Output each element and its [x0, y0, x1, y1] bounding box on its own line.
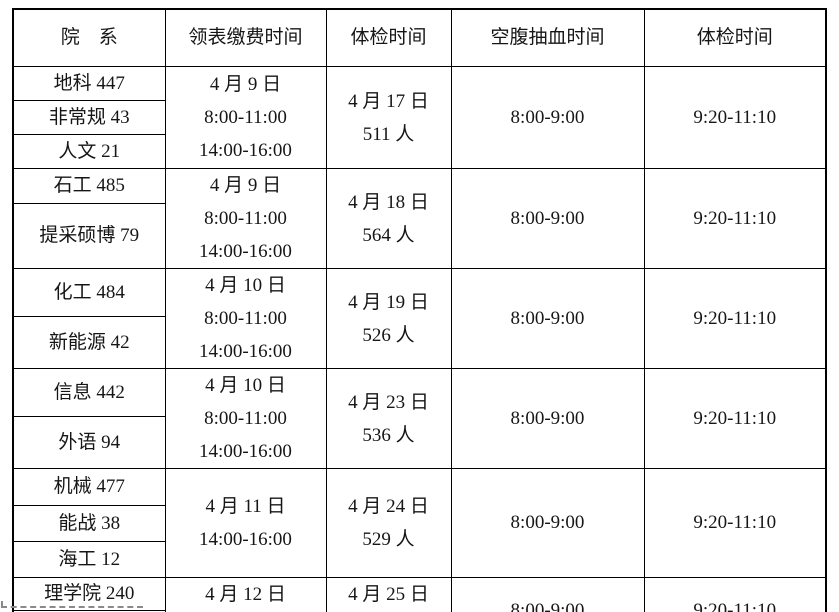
- dept-cell: 机械 477: [12, 468, 166, 506]
- dept-cell: 人文 21: [12, 134, 166, 169]
- blood-time-cell: 8:00-9:00: [450, 468, 645, 578]
- cell-line: 4 月 10 日: [205, 275, 286, 296]
- header-row: 院 系 领表缴费时间 体检时间 空腹抽血时间 体检时间: [12, 8, 827, 67]
- exam-time-cell: 9:20-11:10: [643, 368, 827, 469]
- exam-time-cell: 9:20-11:10: [643, 66, 827, 169]
- cell-line: 529 人: [362, 529, 415, 550]
- collect-pay-cell: 4 月 10 日 8:00-11:00 14:00-16:00: [164, 268, 327, 369]
- blood-time-cell: 8:00-9:00: [450, 66, 645, 169]
- cell-line: 14:00-16:00: [199, 529, 292, 550]
- exam-time-cell: 9:20-11:10: [643, 577, 827, 612]
- cell-line: 4 月 17 日: [348, 90, 429, 112]
- table-row: 机械 477 4 月 11 日 14:00-16:00 4 月 24 日 529…: [12, 468, 827, 578]
- table-row: 地科 447 4 月 9 日 8:00-11:00 14:00-16:00 4 …: [12, 66, 827, 169]
- collect-pay-cell: 4 月 10 日 8:00-11:00 14:00-16:00: [164, 368, 327, 469]
- cell-line: 4 月 19 日: [348, 291, 429, 313]
- table-row: 海工 12: [12, 541, 826, 578]
- dept-cell: 化工 484: [12, 267, 166, 318]
- cell-line: 8:00-11:00: [204, 408, 287, 429]
- cell-line: 8:00-11:00: [204, 308, 287, 329]
- header-exam-time-2: 体检时间: [643, 8, 827, 67]
- table-row: 商学院 298: [12, 610, 826, 612]
- exam-time-cell: 9:20-11:10: [643, 268, 827, 369]
- exam-date-count-cell: 4 月 17 日 511 人: [325, 66, 452, 169]
- header-collect-pay-time: 领表缴费时间: [164, 8, 327, 67]
- dept-cell: 能战 38: [12, 505, 166, 542]
- dept-cell: 商学院 298: [12, 610, 166, 612]
- cell-line: 511 人: [362, 123, 415, 145]
- cell-line: 564 人: [362, 224, 415, 246]
- collect-pay-cell: 4 月 9 日 8:00-11:00 14:00-16:00: [164, 168, 327, 269]
- blood-time-cell: 8:00-9:00: [450, 577, 645, 612]
- blood-time-cell: 8:00-9:00: [450, 268, 645, 369]
- cell-line: 8:00-11:00: [204, 208, 287, 229]
- dept-cell: 地科 447: [12, 66, 166, 101]
- dept-cell: 新能源 42: [12, 316, 166, 369]
- dept-cell: 石工 485: [12, 168, 166, 204]
- cell-line: 4 月 12 日: [205, 584, 286, 605]
- table-row: 非常规 43: [12, 100, 826, 135]
- collect-pay-cell: 4 月 11 日 14:00-16:00: [164, 468, 327, 578]
- collect-pay-cell: 4 月 12 日 8:00-11:00: [164, 577, 327, 612]
- exam-date-count-cell: 4 月 18 日 564 人: [325, 168, 452, 269]
- exam-date-count-cell: 4 月 25 日 538 人: [325, 577, 452, 612]
- exam-time-cell: 9:20-11:10: [643, 168, 827, 269]
- cell-line: 14:00-16:00: [199, 341, 292, 362]
- dept-cell: 理学院 240: [12, 576, 166, 612]
- exam-date-count-cell: 4 月 19 日 526 人: [325, 268, 452, 369]
- table-row: 石工 485 4 月 9 日 8:00-11:00 14:00-16:00 4 …: [12, 168, 827, 269]
- table-row: 理学院 240 4 月 12 日 8:00-11:00 4 月 25 日 538…: [12, 576, 827, 612]
- cell-line: 14:00-16:00: [199, 441, 292, 462]
- dept-cell: 提采硕博 79: [12, 202, 166, 270]
- exam-schedule-table: 院 系 领表缴费时间 体检时间 空腹抽血时间 体检时间 地科 447 4 月 9…: [12, 8, 827, 612]
- dept-cell: 信息 442: [12, 367, 166, 418]
- table-row: 新能源 42: [12, 316, 826, 369]
- cell-line: 14:00-16:00: [199, 140, 292, 161]
- table-row: 信息 442 4 月 10 日 8:00-11:00 14:00-16:00 4…: [12, 367, 827, 469]
- header-department: 院 系: [12, 8, 166, 67]
- cell-line: 8:00-11:00: [204, 107, 287, 128]
- exam-date-count-cell: 4 月 23 日 536 人: [325, 368, 452, 469]
- dept-cell: 非常规 43: [12, 100, 166, 135]
- dept-cell: 外语 94: [12, 416, 166, 469]
- dept-cell: 海工 12: [12, 541, 166, 578]
- table-row: 人文 21: [12, 134, 826, 169]
- table-row: 化工 484 4 月 10 日 8:00-11:00 14:00-16:00 4…: [12, 267, 827, 369]
- cell-line: 536 人: [362, 424, 415, 446]
- cell-line: 4 月 9 日: [209, 74, 282, 95]
- cell-line: 4 月 11 日: [205, 496, 286, 517]
- dashed-line-artifact: [1, 601, 143, 608]
- exam-time-cell: 9:20-11:10: [643, 468, 827, 578]
- cell-line: 14:00-16:00: [199, 241, 292, 262]
- header-fasting-blood-time: 空腹抽血时间: [450, 8, 645, 67]
- cell-line: 4 月 25 日: [348, 584, 429, 605]
- cell-line: 4 月 18 日: [348, 191, 429, 213]
- cell-line: 4 月 24 日: [348, 496, 429, 517]
- exam-date-count-cell: 4 月 24 日 529 人: [325, 468, 452, 578]
- blood-time-cell: 8:00-9:00: [450, 368, 645, 469]
- cell-line: 4 月 23 日: [348, 391, 429, 413]
- header-exam-time: 体检时间: [325, 8, 452, 67]
- cell-line: 526 人: [362, 324, 415, 346]
- cell-line: 4 月 9 日: [209, 175, 282, 196]
- table-row: 能战 38: [12, 505, 826, 542]
- table-row: 外语 94: [12, 416, 826, 469]
- cell-line: 4 月 10 日: [205, 375, 286, 396]
- blood-time-cell: 8:00-9:00: [450, 168, 645, 269]
- collect-pay-cell: 4 月 9 日 8:00-11:00 14:00-16:00: [164, 66, 327, 169]
